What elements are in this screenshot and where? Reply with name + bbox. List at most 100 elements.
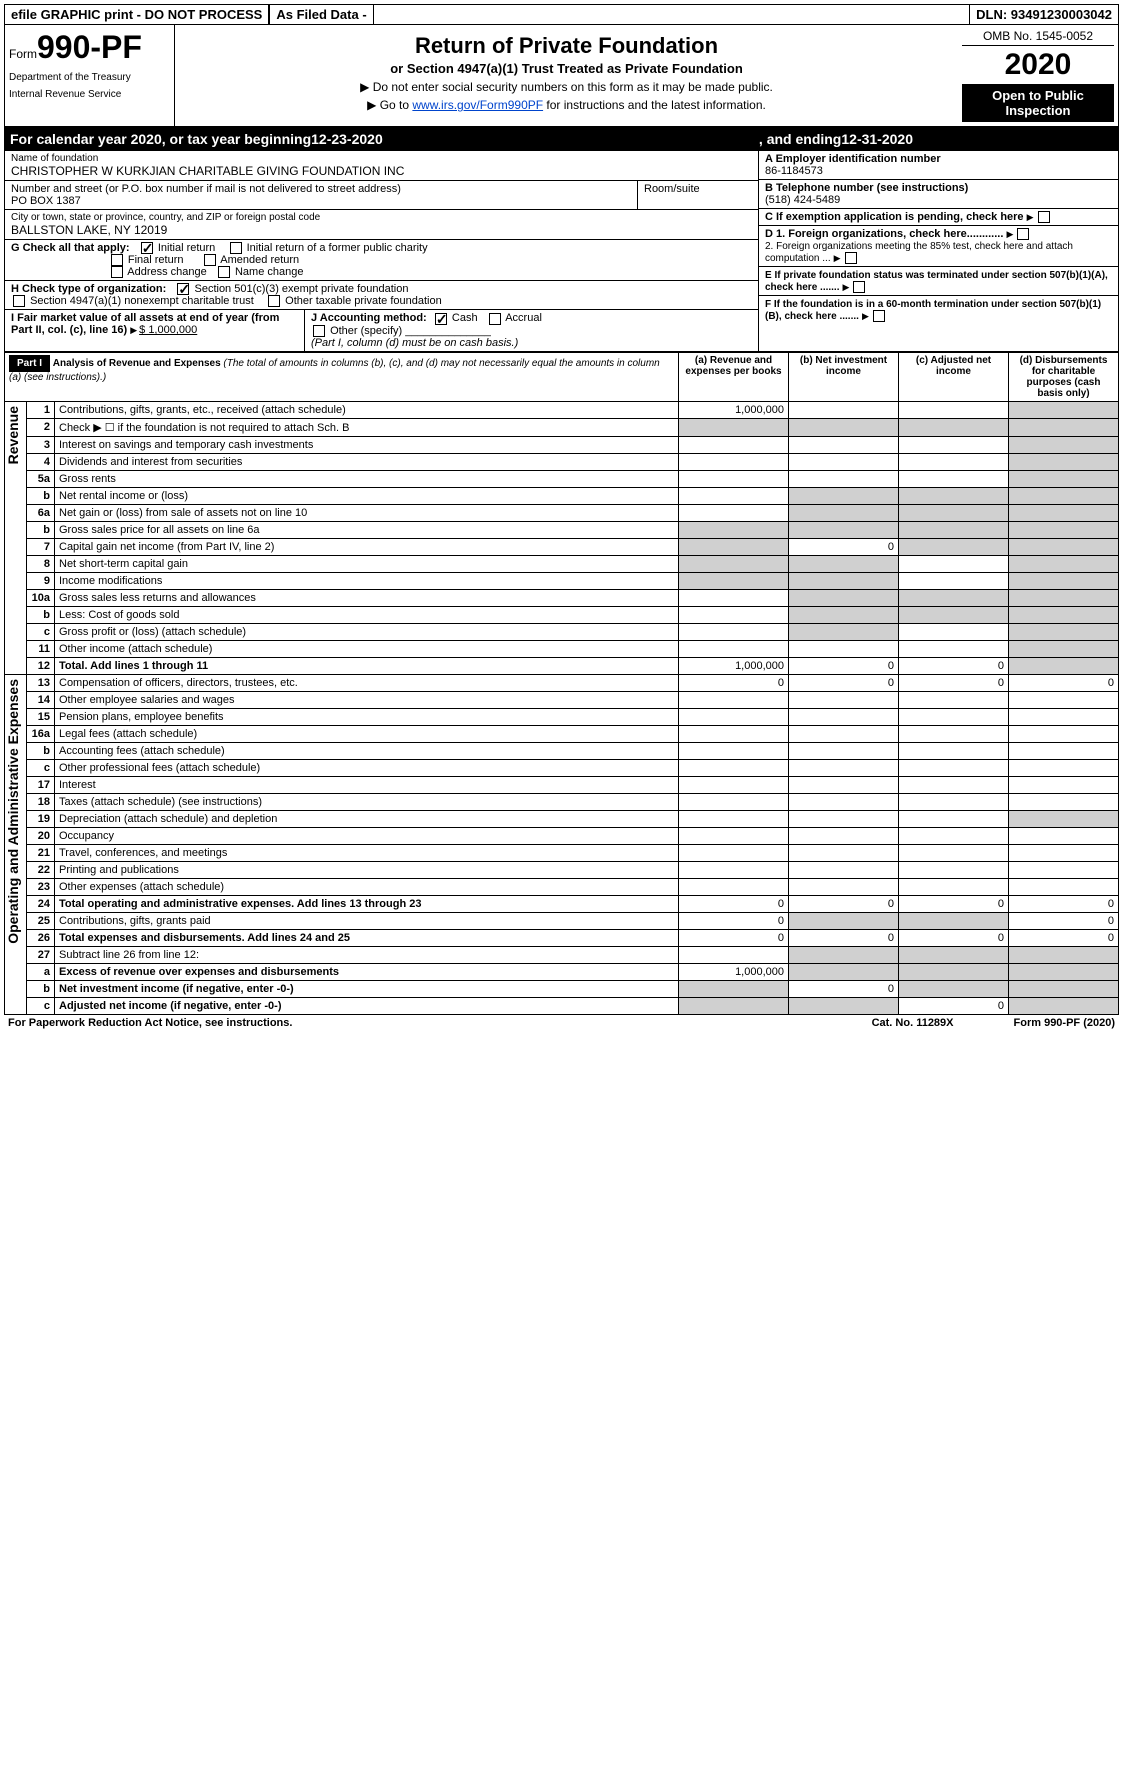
amt-a [679,589,789,606]
row-desc: Total expenses and disbursements. Add li… [55,929,679,946]
row-desc: Gross sales less returns and allowances [55,589,679,606]
note-goto-suffix: for instructions and the latest informat… [543,98,766,112]
amt-a [679,538,789,555]
checkbox-d1[interactable] [1017,228,1029,240]
amt-c [899,742,1009,759]
amt-d: 0 [1009,912,1119,929]
amt-a [679,776,789,793]
footer-left: For Paperwork Reduction Act Notice, see … [8,1017,292,1029]
amt-b [789,418,899,436]
amt-a [679,521,789,538]
amt-b [789,470,899,487]
city-value: BALLSTON LAKE, NY 12019 [11,223,752,237]
row-desc: Less: Cost of goods sold [55,606,679,623]
checkbox-final[interactable] [111,254,123,266]
row-desc: Depreciation (attach schedule) and deple… [55,810,679,827]
d1-label: D 1. Foreign organizations, check here..… [765,228,1003,240]
f-label: F If the foundation is in a 60-month ter… [765,299,1101,322]
cal-begin: 12-23-2020 [311,131,383,147]
amt-d [1009,810,1119,827]
amt-b [789,963,899,980]
checkbox-cash[interactable] [435,313,447,325]
row-num: 3 [27,436,55,453]
amt-b [789,776,899,793]
row-desc: Other expenses (attach schedule) [55,878,679,895]
checkbox-c[interactable] [1038,211,1050,223]
revenue-sidebar: Revenue [5,401,27,674]
amt-d: 0 [1009,674,1119,691]
amt-b [789,436,899,453]
amt-c [899,827,1009,844]
amt-c: 0 [899,929,1009,946]
amt-d [1009,963,1119,980]
amt-c [899,725,1009,742]
amt-d [1009,793,1119,810]
amt-d [1009,487,1119,504]
row-num: c [27,997,55,1014]
row-desc: Accounting fees (attach schedule) [55,742,679,759]
b-phone-label: B Telephone number (see instructions) [765,182,968,194]
amt-c: 0 [899,674,1009,691]
amt-b [789,606,899,623]
checkbox-accrual[interactable] [489,313,501,325]
checkbox-initial[interactable] [141,242,153,254]
amt-b [789,912,899,929]
checkbox-addr-change[interactable] [111,266,123,278]
checkbox-other-method[interactable] [313,325,325,337]
checkbox-f[interactable] [873,310,885,322]
tax-year: 2020 [962,48,1114,82]
amt-a [679,453,789,470]
amt-b [789,487,899,504]
row-num: b [27,487,55,504]
amt-c [899,453,1009,470]
amt-d [1009,640,1119,657]
checkbox-4947a1[interactable] [13,295,25,307]
checkbox-other-taxable[interactable] [268,295,280,307]
amt-a [679,946,789,963]
amt-d [1009,776,1119,793]
part1-header: Part I [9,355,50,372]
row-num: 9 [27,572,55,589]
addr-label: Number and street (or P.O. box number if… [11,183,631,195]
amt-d [1009,623,1119,640]
amt-a: 0 [679,912,789,929]
row-desc: Capital gain net income (from Part IV, l… [55,538,679,555]
row-desc: Pension plans, employee benefits [55,708,679,725]
row-num: 10a [27,589,55,606]
checkbox-501c3[interactable] [177,283,189,295]
amt-b: 0 [789,895,899,912]
amt-d [1009,589,1119,606]
row-num: 12 [27,657,55,674]
amt-d [1009,691,1119,708]
amt-c [899,401,1009,418]
amt-c [899,538,1009,555]
col-a-header: (a) Revenue and expenses per books [679,352,789,401]
amt-c [899,946,1009,963]
amt-a [679,487,789,504]
checkbox-name-change[interactable] [218,266,230,278]
row-desc: Dividends and interest from securities [55,453,679,470]
amt-a [679,759,789,776]
foundation-name: CHRISTOPHER W KURKJIAN CHARITABLE GIVING… [11,164,752,178]
room-label: Room/suite [644,183,752,195]
amt-c [899,418,1009,436]
row-num: a [27,963,55,980]
amt-d [1009,436,1119,453]
row-num: 17 [27,776,55,793]
checkbox-d2[interactable] [845,252,857,264]
amt-c [899,810,1009,827]
amt-b [789,521,899,538]
row-num: b [27,742,55,759]
part1-title: Analysis of Revenue and Expenses [53,358,221,369]
checkbox-amended[interactable] [204,254,216,266]
amt-b [789,827,899,844]
row-desc: Legal fees (attach schedule) [55,725,679,742]
checkbox-e[interactable] [853,281,865,293]
row-desc: Total. Add lines 1 through 11 [55,657,679,674]
h-label: H Check type of organization: [11,283,166,295]
irs-link[interactable]: www.irs.gov/Form990PF [412,98,543,112]
row-num: b [27,980,55,997]
amt-b: 0 [789,657,899,674]
amt-b [789,759,899,776]
checkbox-initial-former[interactable] [230,242,242,254]
